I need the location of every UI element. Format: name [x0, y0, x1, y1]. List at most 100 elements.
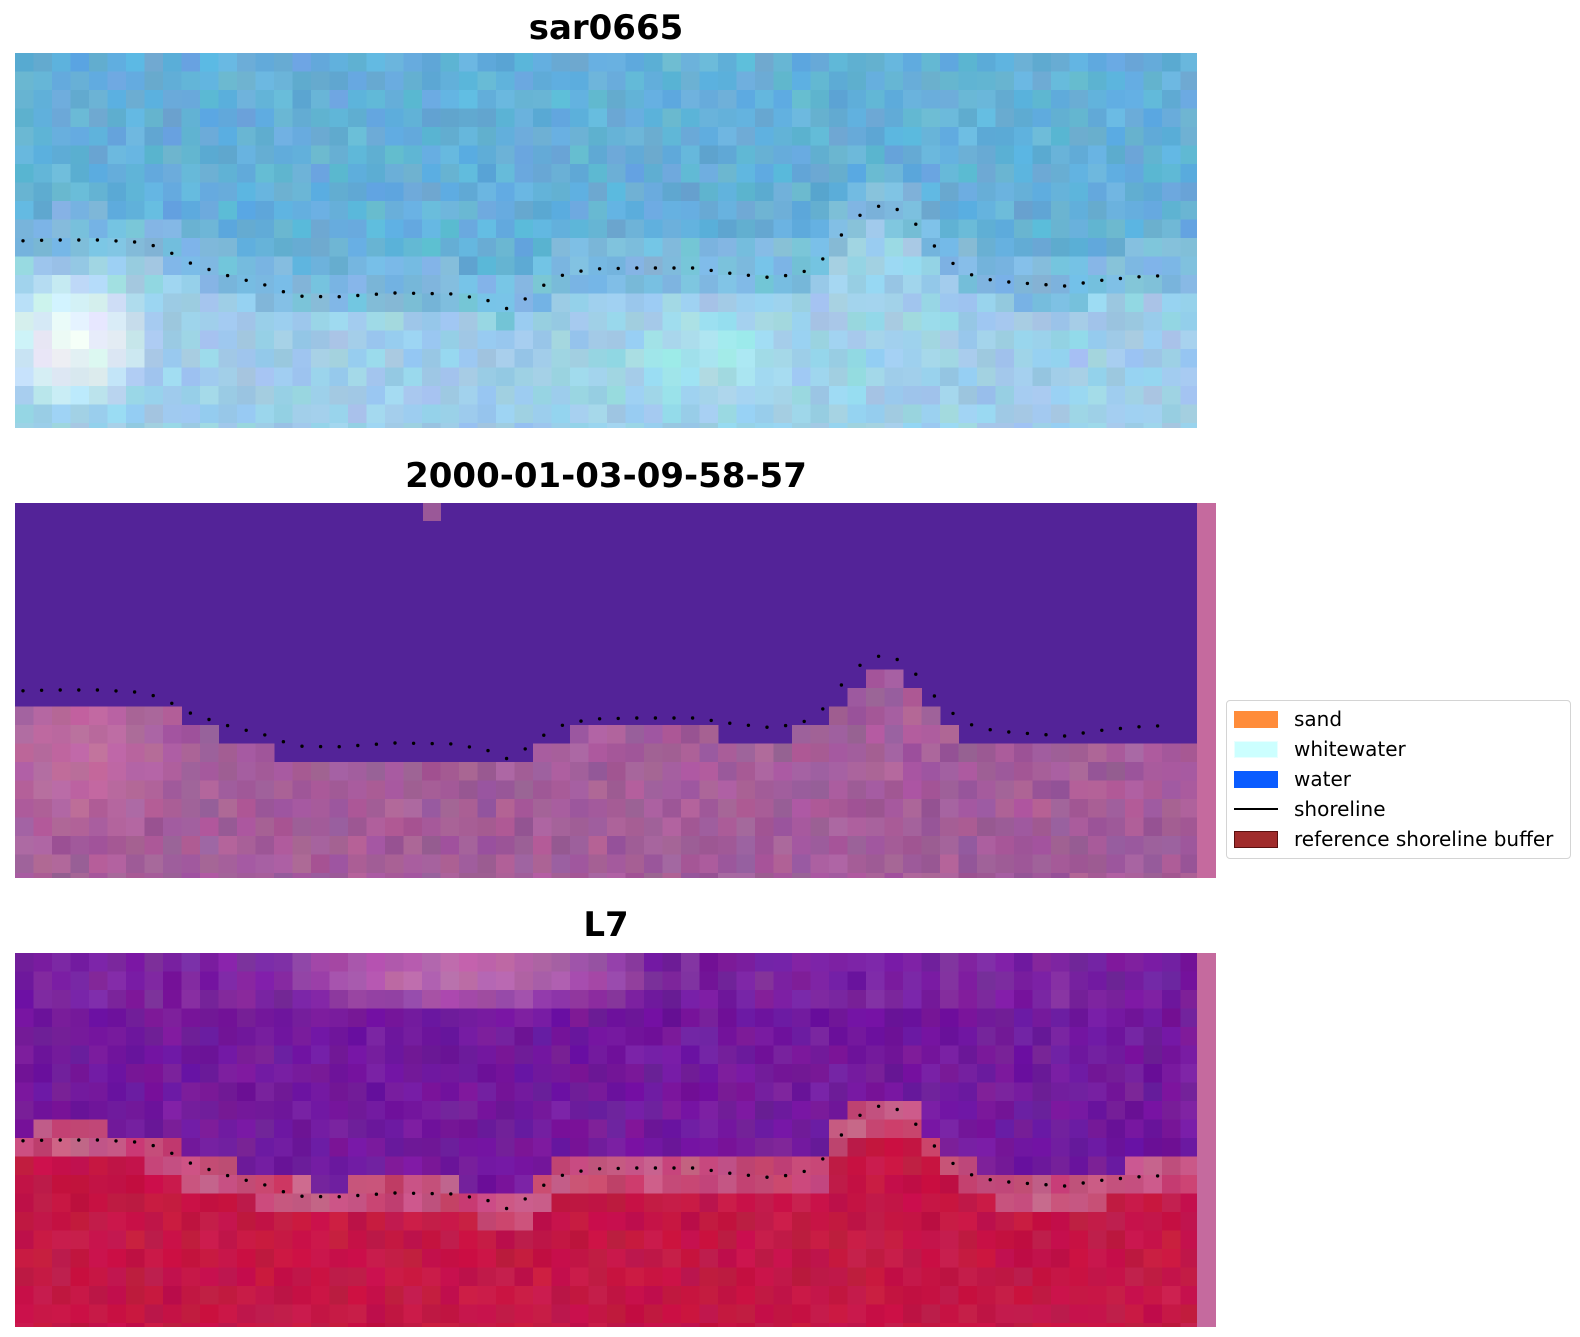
shoreline-point — [876, 1104, 881, 1108]
shoreline-point — [300, 1194, 304, 1198]
legend: sand whitewater water shoreline referenc… — [1226, 700, 1571, 859]
shoreline-point — [672, 1166, 676, 1170]
shoreline-point — [635, 266, 639, 270]
shoreline-point — [151, 1143, 155, 1148]
sar-shoreline — [21, 204, 1160, 311]
shoreline-point — [728, 721, 732, 725]
shoreline-point — [821, 257, 825, 261]
noise-pixel — [423, 503, 441, 521]
shoreline-point — [486, 748, 490, 753]
shoreline-point — [207, 267, 211, 272]
shoreline-point — [132, 240, 137, 244]
shoreline-point — [1007, 1180, 1011, 1184]
classification-image-panel — [15, 503, 1216, 878]
shoreline-point — [300, 744, 304, 748]
shoreline-point — [672, 266, 676, 270]
shoreline-point — [616, 266, 620, 271]
shoreline-point — [542, 1183, 546, 1187]
l7-image — [15, 953, 1216, 1327]
shoreline-point — [188, 1161, 193, 1165]
shoreline-point — [77, 688, 81, 692]
shoreline-point — [560, 1173, 565, 1177]
shoreline-point — [839, 233, 844, 237]
shoreline-point — [263, 283, 267, 287]
shoreline-point — [281, 290, 286, 294]
sar-pixel-grid — [15, 53, 1197, 428]
land-pixel-grid — [15, 669, 1200, 878]
shoreline-point — [858, 213, 862, 217]
legend-item-shoreline: shoreline — [1234, 797, 1386, 821]
shoreline-point — [579, 269, 583, 273]
shoreline-point — [597, 267, 602, 271]
shoreline-point — [393, 741, 397, 745]
shoreline-point — [969, 273, 974, 277]
shoreline-point — [1044, 733, 1048, 737]
shoreline-point — [151, 243, 155, 248]
shoreline-point — [449, 1192, 453, 1196]
shoreline-point — [1137, 1175, 1141, 1179]
shoreline-point — [1044, 1183, 1048, 1187]
shoreline-point — [690, 716, 695, 720]
shoreline-point — [1081, 1181, 1085, 1185]
edge-strip — [1197, 503, 1216, 878]
shoreline-point — [1118, 276, 1123, 281]
shoreline-point — [579, 719, 583, 723]
sar-image — [15, 53, 1197, 428]
shoreline-point — [523, 297, 527, 301]
shoreline-point — [932, 1144, 937, 1148]
shoreline-point — [1025, 1181, 1030, 1186]
shoreline-point — [951, 261, 955, 266]
shoreline-point — [1044, 283, 1048, 287]
shoreline-point — [77, 1138, 81, 1142]
panel-title-class: 2000-01-03-09-58-57 — [405, 456, 807, 496]
shoreline-point — [411, 1191, 416, 1195]
shoreline-point — [411, 291, 416, 295]
shoreline-point — [1062, 734, 1067, 738]
shoreline-point — [356, 743, 360, 748]
shoreline-point — [393, 291, 397, 295]
shoreline-point — [1118, 1176, 1123, 1181]
classification-image — [15, 503, 1216, 878]
shoreline-point — [914, 1122, 918, 1126]
shoreline-point — [839, 683, 844, 687]
shoreline-point — [969, 723, 974, 727]
shoreline-point — [318, 294, 323, 299]
shoreline-point — [244, 1178, 248, 1182]
legend-label-reference-buffer: reference shoreline buffer — [1294, 827, 1554, 851]
shoreline-point — [876, 654, 881, 658]
shoreline-point — [1025, 731, 1030, 736]
shoreline-point — [895, 1107, 899, 1112]
shoreline-point — [802, 1169, 806, 1174]
shoreline-point — [821, 1157, 825, 1161]
shoreline-point — [114, 689, 118, 693]
shoreline-point — [356, 293, 360, 298]
shoreline-point — [300, 294, 304, 298]
shoreline-point — [653, 266, 658, 270]
shoreline-point — [728, 271, 732, 275]
shoreline-point — [746, 273, 751, 277]
shoreline-point — [560, 273, 565, 277]
shoreline-point — [151, 693, 155, 698]
shoreline-point — [225, 273, 230, 278]
shoreline-point — [914, 222, 918, 226]
shoreline-point — [207, 1167, 211, 1172]
shoreline-point — [95, 1138, 100, 1142]
shoreline-point — [1025, 281, 1030, 286]
shoreline-point — [188, 711, 193, 715]
edge-strip — [1197, 953, 1216, 1327]
shoreline-point — [39, 238, 44, 242]
shoreline-point — [542, 733, 546, 737]
shoreline-point — [876, 204, 881, 208]
shoreline-point — [132, 690, 137, 694]
shoreline-point — [523, 1197, 527, 1201]
sand-swatch — [1234, 710, 1278, 728]
shoreline-point — [1155, 274, 1160, 278]
class-shoreline — [21, 654, 1160, 761]
shoreline-point — [542, 283, 546, 287]
l7-pixel-grid — [15, 953, 1200, 1327]
shoreline-point — [504, 306, 509, 311]
shoreline-point — [783, 273, 788, 278]
shoreline-point — [170, 251, 174, 255]
shoreline-point — [244, 728, 248, 732]
shoreline-point — [728, 1171, 732, 1175]
